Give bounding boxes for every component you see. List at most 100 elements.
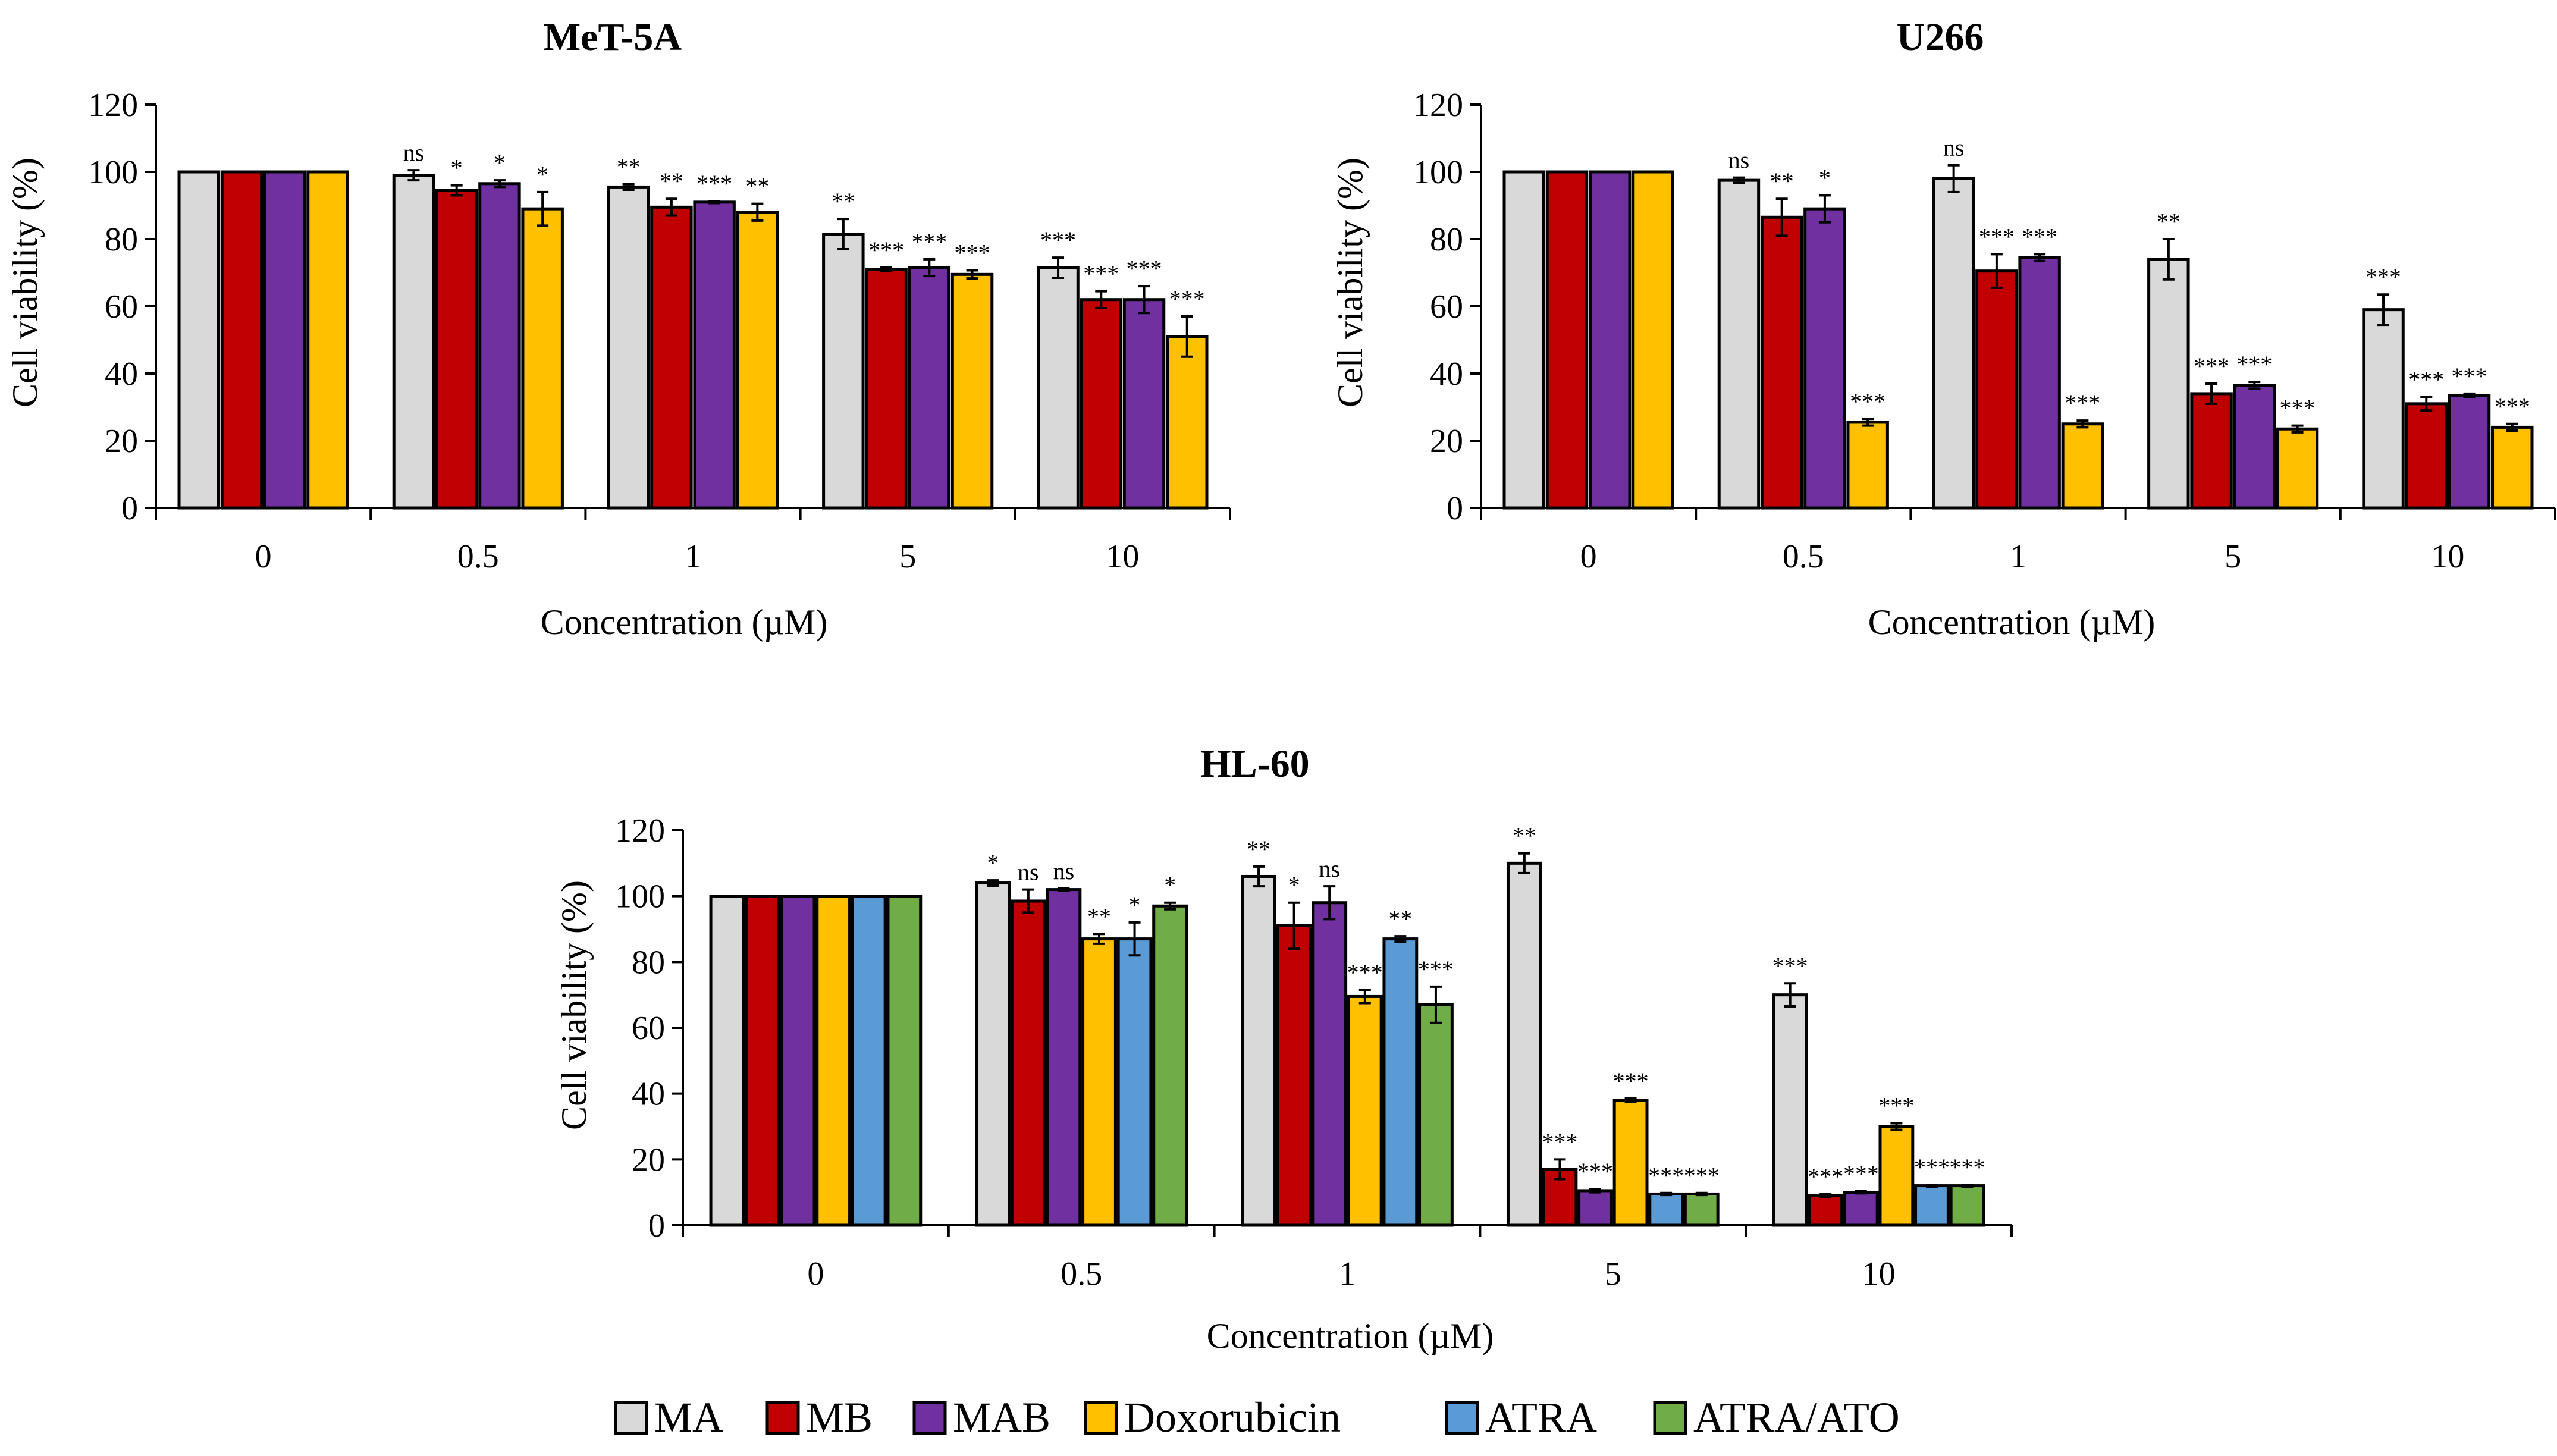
x-tick-label: 5 bbox=[899, 538, 916, 575]
y-tick-label: 120 bbox=[1413, 87, 1463, 124]
significance-label: ns bbox=[1018, 859, 1039, 886]
bar-mb-1 bbox=[1975, 269, 2018, 510]
x-tick-label: 0.5 bbox=[1783, 538, 1824, 575]
significance-label: *** bbox=[1613, 1068, 1649, 1094]
significance-label: *** bbox=[1914, 1154, 1950, 1181]
y-tick-label: 80 bbox=[105, 221, 138, 258]
bar-atra-5 bbox=[1648, 1192, 1684, 1227]
bar-mab-0 bbox=[780, 895, 816, 1227]
bar-ma-10 bbox=[2362, 308, 2405, 510]
y-tick-label: 80 bbox=[1430, 221, 1463, 258]
x-tick-label: 5 bbox=[2225, 538, 2241, 575]
x-tick-label: 0 bbox=[807, 1256, 824, 1292]
bar-mab-5 bbox=[908, 266, 951, 510]
bar-doxorubicin-0 bbox=[306, 170, 349, 510]
significance-label: *** bbox=[2365, 263, 2401, 290]
significance-label: *** bbox=[955, 240, 990, 266]
bar-mb-0 bbox=[1545, 170, 1589, 510]
legend-item-atra: ATRA bbox=[1445, 1394, 1597, 1441]
significance-label: * bbox=[451, 155, 463, 181]
y-tick-label: 80 bbox=[632, 944, 665, 981]
legend-item-ma: MA bbox=[614, 1394, 723, 1441]
bar-atra-ato-5 bbox=[1683, 1192, 1720, 1227]
significance-label: *** bbox=[2408, 366, 2444, 393]
x-tick-label: 10 bbox=[2431, 538, 2464, 575]
bar-ma-5 bbox=[1506, 861, 1542, 1227]
bar-mab-0 bbox=[263, 170, 306, 510]
significance-label: *** bbox=[1850, 388, 1885, 415]
legend-swatch-mb bbox=[765, 1401, 800, 1435]
legend-label-mb: MB bbox=[806, 1394, 873, 1441]
bar-mab-1 bbox=[2018, 256, 2061, 510]
y-tick-label: 0 bbox=[648, 1207, 665, 1244]
y-axis-label: Cell viability (%) bbox=[554, 880, 594, 1130]
y-tick-label: 20 bbox=[632, 1141, 665, 1178]
legend-swatch-mab bbox=[912, 1401, 947, 1435]
significance-label: *** bbox=[696, 170, 732, 197]
legend-label-atra-ato: ATRA/ATO bbox=[1693, 1394, 1900, 1441]
chart-u266: U266 Cell viability (%) Concentration (µ… bbox=[1331, 15, 2556, 642]
bar-mab-0 bbox=[1588, 170, 1632, 510]
bar-mb-10 bbox=[1808, 1194, 1844, 1227]
bar-mb-0-5 bbox=[1010, 899, 1046, 1227]
bar-mb-1 bbox=[650, 205, 693, 510]
y-tick-label: 100 bbox=[1413, 154, 1463, 191]
bar-doxorubicin-1 bbox=[2061, 422, 2104, 510]
legend-item-doxorubicin: Doxorubicin bbox=[1084, 1394, 1341, 1441]
x-tick-label: 10 bbox=[1106, 538, 1139, 575]
bar-doxorubicin-0-5 bbox=[521, 207, 564, 510]
bar-mb-1 bbox=[1276, 924, 1312, 1227]
bar-mab-1 bbox=[1312, 901, 1348, 1227]
bar-ma-1 bbox=[1932, 177, 1975, 510]
significance-label: *** bbox=[911, 228, 947, 255]
y-tick-label: 40 bbox=[1430, 356, 1463, 393]
y-tick-label: 100 bbox=[88, 154, 138, 191]
legend-swatch-atra-ato bbox=[1653, 1401, 1687, 1435]
bar-doxorubicin-0-5 bbox=[1846, 421, 1889, 510]
significance-label: ns bbox=[403, 139, 425, 166]
bar-mb-0-5 bbox=[1760, 215, 1803, 510]
bar-mab-10 bbox=[2448, 394, 2491, 510]
legend: MA MB MAB Doxorubicin ATRA ATRA/ATO bbox=[614, 1394, 1900, 1441]
significance-label: *** bbox=[1169, 285, 1205, 312]
significance-label: * bbox=[494, 149, 506, 176]
significance-label: ** bbox=[832, 188, 855, 215]
y-tick-label: 100 bbox=[615, 878, 665, 915]
significance-label: ** bbox=[1087, 903, 1111, 930]
bar-mb-5 bbox=[2190, 392, 2233, 510]
bar-doxorubicin-0 bbox=[815, 895, 852, 1227]
y-tick-label: 40 bbox=[632, 1076, 665, 1113]
chart-hl60: HL-60 Cell viability (%) Concentration (… bbox=[554, 742, 2013, 1355]
x-tick-label: 0 bbox=[1580, 538, 1597, 575]
x-tick-label: 5 bbox=[1605, 1256, 1621, 1292]
bar-ma-5 bbox=[2147, 258, 2190, 510]
bar-mab-10 bbox=[1843, 1191, 1879, 1227]
significance-label: *** bbox=[1542, 1128, 1577, 1155]
legend-item-mb: MB bbox=[765, 1394, 873, 1441]
significance-label: *** bbox=[1843, 1160, 1879, 1187]
x-tick-label: 0.5 bbox=[457, 538, 499, 575]
bar-mab-5 bbox=[1577, 1189, 1613, 1227]
bar-atra-10 bbox=[1914, 1184, 1950, 1227]
x-axis-label: Concentration (µM) bbox=[541, 603, 828, 642]
significance-label: *** bbox=[1127, 255, 1162, 282]
bar-mb-0 bbox=[745, 895, 780, 1227]
legend-label-ma: MA bbox=[654, 1394, 723, 1441]
significance-label: ** bbox=[1388, 905, 1412, 932]
significance-label: ** bbox=[1247, 836, 1270, 862]
bar-ma-0 bbox=[1502, 170, 1545, 510]
bar-doxorubicin-1 bbox=[1347, 994, 1383, 1227]
bar-ma-0-5 bbox=[975, 881, 1011, 1227]
bar-ma-0 bbox=[709, 895, 745, 1227]
bar-mb-5 bbox=[865, 268, 908, 510]
bar-mab-10 bbox=[1122, 298, 1166, 510]
significance-label: *** bbox=[1040, 227, 1076, 253]
bar-ma-10 bbox=[1037, 266, 1080, 510]
y-tick-label: 0 bbox=[121, 490, 138, 527]
significance-label: *** bbox=[2194, 353, 2229, 379]
x-tick-label: 1 bbox=[2010, 538, 2026, 575]
significance-label: *** bbox=[1878, 1092, 1914, 1119]
y-tick-label: 60 bbox=[105, 288, 138, 325]
bar-ma-5 bbox=[822, 233, 865, 510]
significance-label: * bbox=[1819, 165, 1831, 192]
